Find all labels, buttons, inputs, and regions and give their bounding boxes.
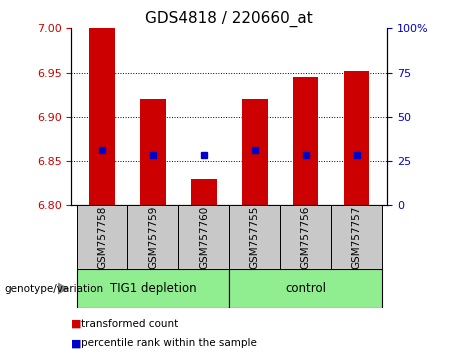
Bar (280, 205, 331, 269)
Bar (229, 269, 382, 308)
Title: GDS4818 / 220660_at: GDS4818 / 220660_at (146, 11, 313, 27)
Text: GSM757755: GSM757755 (250, 205, 260, 269)
Bar (242, 99, 267, 205)
Text: percentile rank within the sample: percentile rank within the sample (81, 338, 257, 348)
Text: control: control (285, 282, 326, 295)
Bar (140, 99, 165, 205)
Text: TIG1 depletion: TIG1 depletion (110, 282, 196, 295)
Text: GSM757760: GSM757760 (199, 206, 209, 269)
Bar (77, 205, 128, 269)
Text: GSM757756: GSM757756 (301, 205, 311, 269)
Bar (344, 71, 369, 205)
Bar (293, 77, 319, 205)
Bar (89, 28, 115, 205)
Text: ■: ■ (71, 338, 82, 348)
Text: ■: ■ (71, 319, 82, 329)
Text: genotype/variation: genotype/variation (5, 284, 104, 293)
Bar (77, 269, 229, 308)
Bar (229, 205, 280, 269)
Text: transformed count: transformed count (81, 319, 178, 329)
Text: GSM757757: GSM757757 (352, 205, 362, 269)
Bar (128, 205, 178, 269)
Bar (191, 179, 217, 205)
Bar (331, 205, 382, 269)
Text: GSM757758: GSM757758 (97, 205, 107, 269)
Text: GSM757759: GSM757759 (148, 205, 158, 269)
Bar (178, 205, 229, 269)
Polygon shape (58, 282, 69, 295)
